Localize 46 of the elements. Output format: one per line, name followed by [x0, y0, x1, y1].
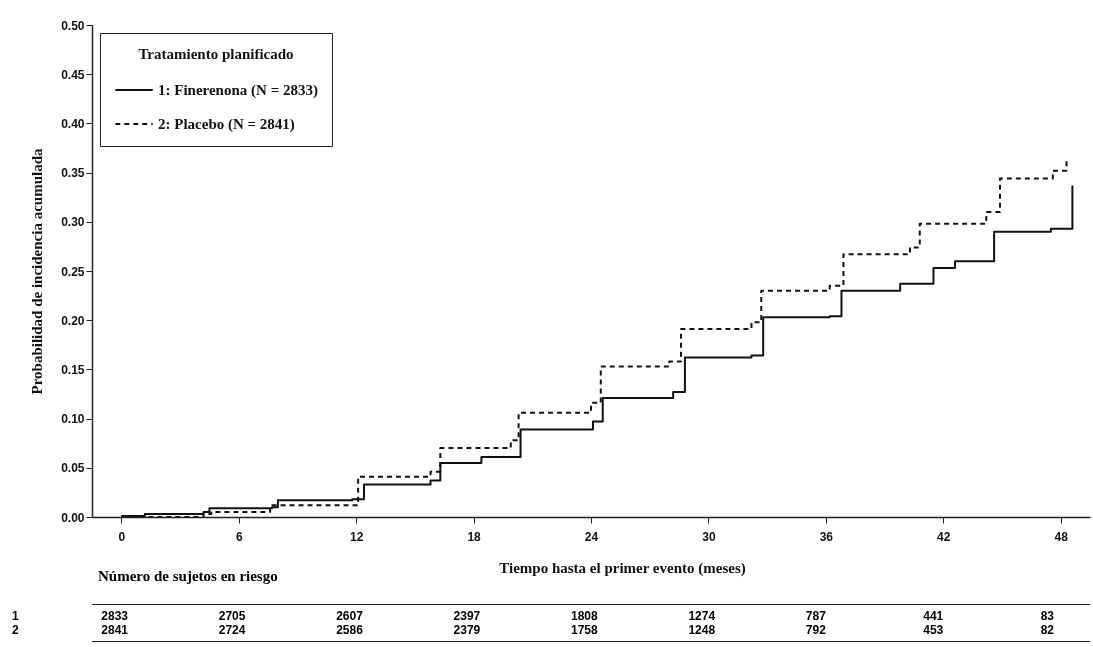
y-tick-label: 0.25	[61, 264, 85, 279]
text: 82	[1040, 623, 1054, 637]
x-axis-title: Tiempo hasta el primer evento (meses)	[499, 559, 746, 577]
text: 83	[1040, 609, 1054, 623]
text: 1758	[571, 623, 598, 637]
text: 1274	[688, 609, 716, 623]
text: 787	[805, 609, 826, 623]
text: 1808	[571, 609, 598, 623]
legend-label: 2: Placebo (N = 2841)	[158, 116, 295, 133]
x-tick-label: 6	[235, 529, 243, 544]
y-tick-label: 0.45	[61, 67, 85, 82]
text: 453	[923, 623, 944, 637]
legend-label: 1: Finerenona (N = 2833)	[158, 82, 318, 99]
y-tick-label: 0.35	[61, 166, 85, 181]
x-tick-label: 24	[584, 529, 599, 544]
text: 792	[805, 623, 826, 637]
text: 2586	[336, 623, 363, 637]
text: 2724	[218, 623, 246, 637]
y-tick-label: 0.05	[61, 461, 85, 476]
text: 441	[923, 609, 944, 623]
y-tick-label: 0.20	[61, 313, 85, 328]
text: 2379	[453, 623, 481, 637]
y-tick-label: 0.30	[61, 215, 85, 230]
text: 1248	[688, 623, 716, 637]
y-tick-label: 0.15	[61, 362, 85, 377]
text: 2607	[336, 609, 363, 623]
x-tick-label: 0	[118, 529, 126, 544]
text: 2397	[453, 609, 481, 623]
y-axis-title: Probabilidad de incidencia acumulada	[29, 148, 46, 395]
y-tick-label: 0.50	[61, 18, 85, 33]
x-tick-label: 30	[702, 529, 716, 544]
text: 2841	[101, 623, 129, 637]
text: Número de sujetos en riesgo	[98, 568, 278, 585]
x-tick-label: 48	[1054, 529, 1069, 544]
x-tick-label: 36	[819, 529, 834, 544]
legend-title: Tratamiento planificado	[138, 46, 294, 62]
text: 1	[12, 609, 19, 623]
x-tick-label: 42	[937, 529, 951, 544]
y-tick-label: 0.10	[61, 412, 85, 427]
y-tick-label: 0.40	[61, 116, 85, 131]
x-tick-label: 18	[467, 529, 482, 544]
text: 2833	[101, 609, 129, 623]
text: 2	[12, 623, 19, 637]
y-tick-label: 0.00	[61, 510, 85, 525]
text: 2705	[218, 609, 246, 623]
x-tick-label: 12	[350, 529, 364, 544]
